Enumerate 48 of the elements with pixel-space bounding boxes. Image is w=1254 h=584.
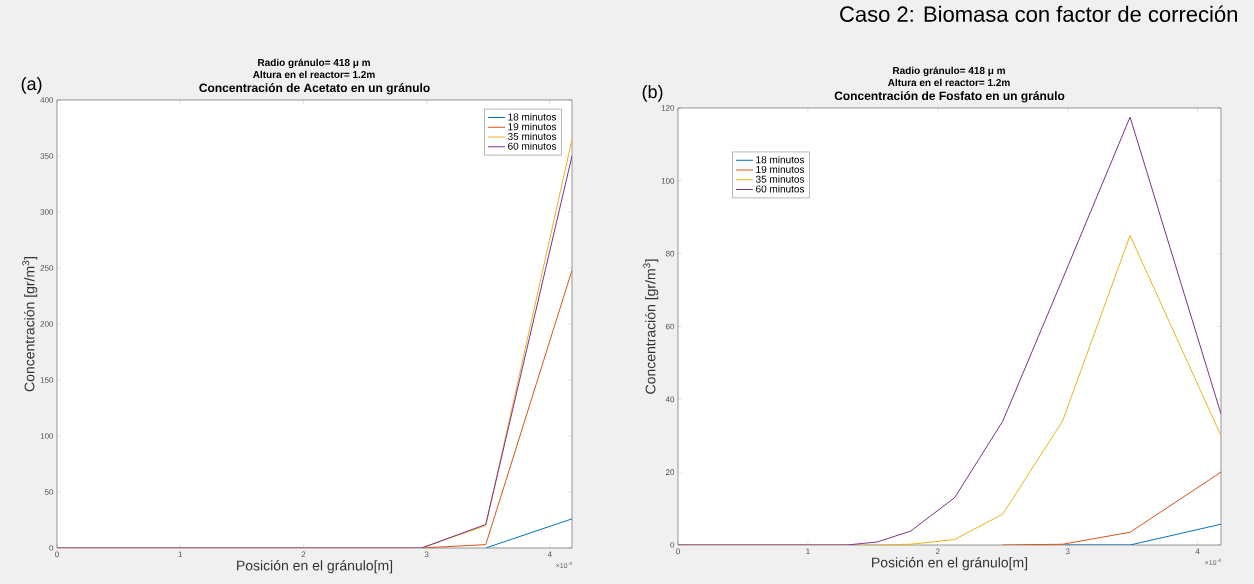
x-axis-title: Posición en el gránulo[m] — [872, 557, 1028, 571]
legend-label: 18 minutos — [508, 113, 557, 121]
y-tick-label: 350 — [40, 153, 54, 159]
chart-title: Concentración de Fosfato en un gránulo — [834, 91, 1065, 103]
text: Altura en el reactor= 1.2m — [887, 78, 1010, 87]
text: (b) — [642, 84, 663, 102]
chart-subtitle: Radio gránulo= 418 μ m — [258, 58, 370, 69]
y-tick-label: 0 — [670, 542, 675, 548]
x-tick-label: 2 — [935, 548, 940, 555]
chart-title: Concentración de Acetato en un gránulo — [199, 83, 430, 95]
x-tick-label: 1 — [178, 551, 183, 558]
y-tick-label: 120 — [661, 105, 675, 111]
y-tick-label: 50 — [44, 489, 54, 495]
y-tick-label: 250 — [40, 265, 54, 271]
x-tick-label: 4 — [1195, 548, 1200, 555]
x-tick-label: 4 — [547, 551, 552, 558]
y-tick-label: 60 — [665, 323, 675, 330]
x-tick-label: 2 — [301, 551, 306, 558]
y-tick-label: 20 — [665, 469, 675, 475]
legend-label: 35 minutos — [755, 175, 805, 183]
x-tick-label: 0 — [55, 551, 59, 558]
text: Caso 2: Biomasa con factor de correción — [840, 5, 1237, 22]
y-tick-label: 400 — [40, 97, 54, 103]
y-tick-label: 200 — [40, 321, 54, 327]
y-tick-label: 100 — [40, 433, 54, 439]
legend-label: 35 minutos — [507, 132, 557, 140]
line-series — [1002, 471, 1221, 545]
legend-label: 60 minutos — [508, 142, 557, 150]
y-tick-label: 150 — [40, 377, 54, 383]
x-tick-label: 0 — [676, 548, 680, 555]
x-axis-title: Posición en el gránulo[m] — [237, 560, 393, 574]
legend-label: 19 minutos — [756, 165, 805, 173]
y-tick-label: 300 — [40, 209, 54, 215]
y-axis-title: Concentración [gr/m$^{3}$] — [22, 257, 38, 392]
y-tick-label: 40 — [665, 396, 675, 403]
x-tick-label: 3 — [424, 551, 429, 558]
x-tick-label: 3 — [1065, 548, 1070, 555]
legend-label: 18 minutos — [756, 155, 805, 164]
line-series — [678, 116, 1221, 545]
chart-subtitle: Radio gránulo= 418 μ m — [893, 66, 1005, 77]
x-tick-label: 1 — [806, 548, 810, 555]
y-tick-label: 100 — [661, 178, 675, 184]
y-axis-title: Concentración [gr/m$^{3}$] — [643, 259, 659, 394]
text: (a) — [21, 76, 42, 94]
y-tick-label: 80 — [665, 250, 675, 257]
text: Altura en el reactor= 1.2m — [252, 70, 375, 79]
legend-label: 19 minutos — [508, 122, 557, 131]
legend-label: 60 minutos — [756, 185, 805, 193]
